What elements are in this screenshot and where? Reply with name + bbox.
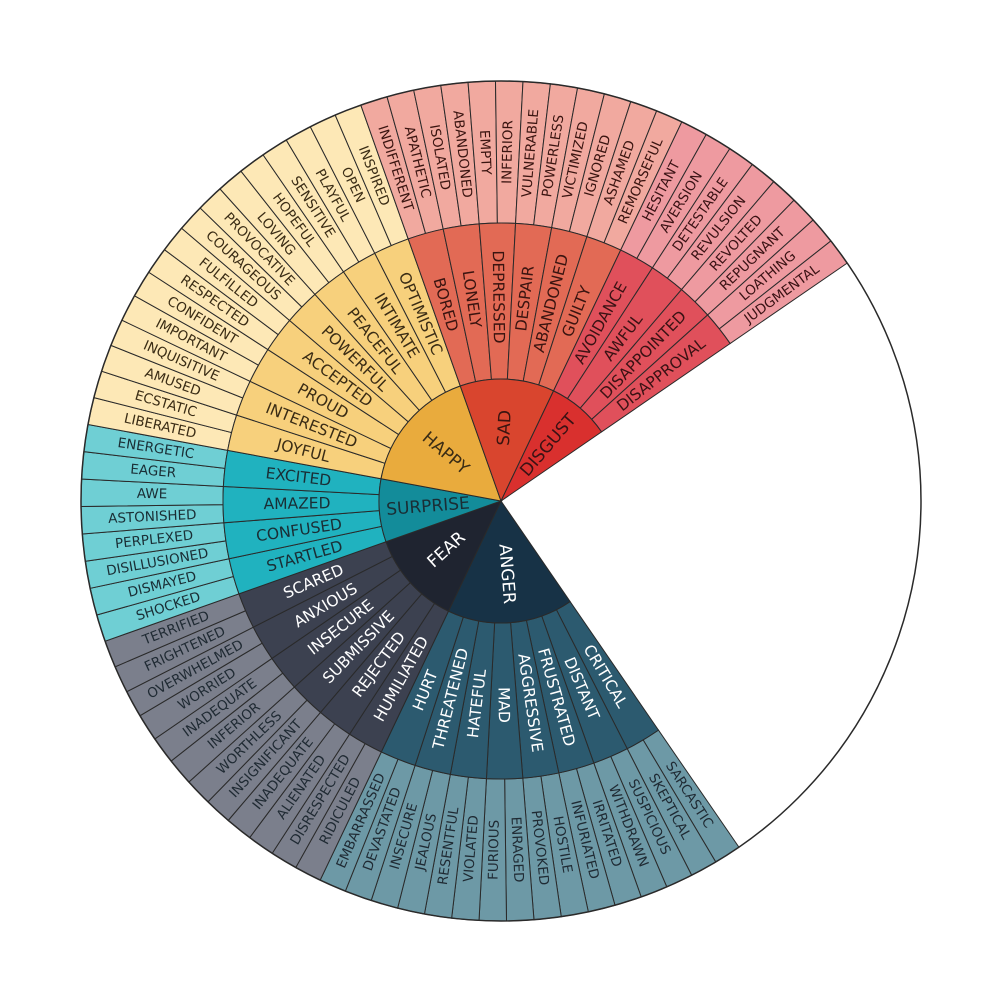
core-label-sad: SAD xyxy=(494,409,516,446)
outer-ring: SARCASTICSKEPTICALSUSPICIOUSWITHDRAWNIRR… xyxy=(80,80,848,922)
middle-ring: CRITICALDISTANTFRUSTRATEDAGGRESSIVEMADHA… xyxy=(222,222,731,780)
outer-label-awe: AWE xyxy=(137,486,168,503)
outer-label-enraged: ENRAGED xyxy=(507,816,526,883)
core-label-anger: ANGER xyxy=(494,543,519,605)
core-segment-disgust xyxy=(499,390,603,503)
middle-label-mad: MAD xyxy=(494,687,512,723)
middle-label-amazed: AMAZED xyxy=(263,494,330,513)
middle-label-depressed: DEPRESSED xyxy=(489,250,508,343)
outer-label-empty: EMPTY xyxy=(476,130,494,176)
wheel-rim xyxy=(80,80,922,922)
outer-label-furious: FURIOUS xyxy=(486,820,503,880)
outer-label-astonished: ASTONISHED xyxy=(108,507,197,527)
outer-label-inferior: INFERIOR xyxy=(499,120,516,184)
outer-label-eager: EAGER xyxy=(130,461,177,481)
outer-label-violated: VIOLATED xyxy=(461,815,483,883)
outer-label-vulnerable: VULNERABLE xyxy=(519,108,542,198)
